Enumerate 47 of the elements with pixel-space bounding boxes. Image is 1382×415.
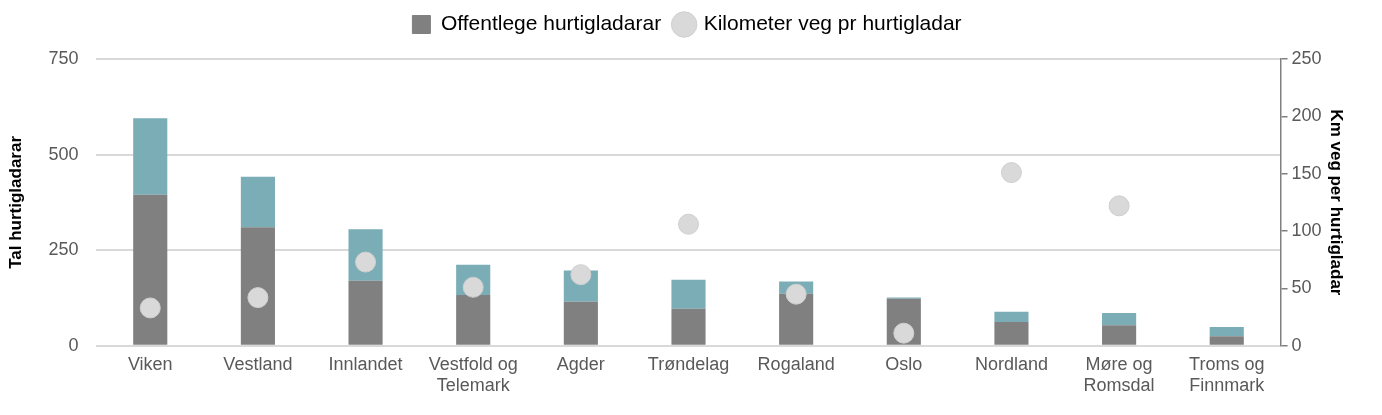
point	[785, 283, 807, 305]
y-tick-label: 750	[48, 47, 79, 68]
point	[139, 297, 161, 319]
y2-tick-label: 0	[1291, 334, 1302, 355]
y2-tick-label: 50	[1291, 277, 1312, 298]
x-tick-label: Vestland	[223, 353, 293, 374]
y-tick-label: 0	[68, 334, 79, 355]
point	[1108, 195, 1130, 217]
bar	[994, 322, 1029, 345]
bar	[1209, 336, 1244, 345]
x-tick-label: Møre og Romsdal	[1083, 353, 1155, 396]
bar	[240, 227, 275, 345]
y-tick-label: 500	[48, 143, 79, 164]
y-axis-title: Tal hurtigladarar	[5, 135, 25, 269]
point	[1000, 162, 1022, 184]
bar	[133, 118, 168, 195]
x-tick-label: Nordland	[974, 353, 1048, 374]
x-tick-label: Oslo	[885, 353, 923, 374]
bar	[994, 311, 1029, 323]
bar	[240, 176, 275, 228]
y-tick-label: 250	[48, 239, 79, 260]
bar	[348, 280, 383, 345]
x-tick-label: Troms og Finnmark	[1189, 353, 1266, 396]
legend-label: Kilometer veg pr hurtigladar	[703, 11, 962, 35]
x-tick-label: Trøndelag	[647, 353, 730, 374]
bar	[1102, 325, 1137, 345]
x-tick-label: Agder	[556, 353, 605, 374]
x-tick-label: Vestfold og Telemark	[428, 353, 518, 396]
point	[247, 287, 269, 309]
bar	[563, 301, 598, 345]
point	[893, 322, 915, 344]
bar	[133, 194, 168, 345]
x-tick-label: Innlandet	[328, 353, 403, 374]
bar	[1102, 312, 1137, 326]
y2-tick-label: 150	[1291, 162, 1322, 183]
y2-tick-label: 250	[1291, 47, 1322, 68]
y2-tick-label: 200	[1291, 105, 1322, 126]
y2-tick-label: 100	[1291, 220, 1322, 241]
bar	[456, 294, 491, 345]
bar	[671, 308, 706, 345]
legend-label: Offentlege hurtigladarar	[440, 11, 662, 35]
x-tick-label: Rogaland	[757, 353, 835, 374]
bar	[671, 279, 706, 309]
point	[678, 213, 699, 235]
bar	[1209, 327, 1244, 337]
x-tick-label: Viken	[127, 353, 173, 374]
y2-axis-title: Km veg per hurtigladar	[1327, 109, 1347, 296]
